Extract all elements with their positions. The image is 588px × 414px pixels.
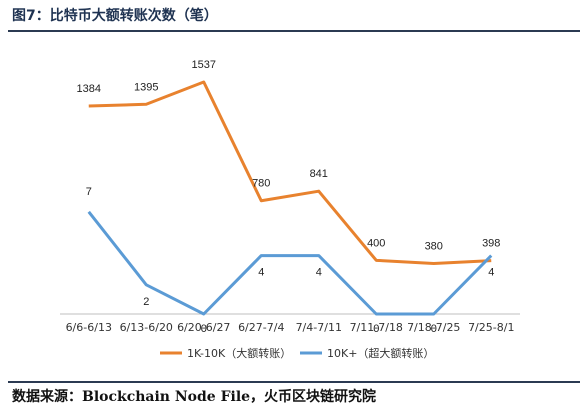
data-label: 398 — [482, 238, 500, 250]
data-label: 1537 — [192, 59, 216, 71]
data-label: 0 — [431, 323, 437, 335]
data-label: 1384 — [77, 83, 101, 95]
x-tick-label: 7/25-8/1 — [468, 321, 514, 334]
data-label: 0 — [201, 323, 207, 335]
data-label: 841 — [310, 168, 328, 180]
data-label: 400 — [367, 237, 385, 249]
data-label: 780 — [252, 178, 270, 190]
data-label: 4 — [316, 267, 322, 279]
legend-label: 1K-10K（大额转账） — [187, 346, 291, 360]
data-label: 1395 — [134, 81, 158, 93]
x-tick-labels: 6/6-6/13 6/13-6/20 6/20-6/27 6/27-7/4 7/4-7/… — [66, 321, 515, 334]
data-label: 4 — [258, 267, 264, 279]
x-tick-label: 6/27-7/4 — [238, 321, 284, 334]
source-rule — [8, 381, 580, 383]
x-tick-label: 7/11-7/18 — [350, 321, 403, 334]
series-line-1k-10k — [88, 80, 492, 265]
data-label: 2 — [143, 296, 149, 308]
title-rule — [8, 30, 580, 32]
figure-title: 图7：比特币大额转账次数（笔） — [12, 8, 218, 24]
x-tick-label: 7/18-7/25 — [407, 321, 460, 334]
series-1k-10k: 1384 1395 1537 780 841 400 380 398 — [77, 59, 500, 265]
data-label: 7 — [86, 186, 92, 198]
data-label: 0 — [373, 323, 379, 335]
source-note: 数据来源：Blockchain Node File，火币区块链研究院 — [12, 389, 377, 405]
data-label: 380 — [425, 240, 443, 252]
x-tick-label: 6/6-6/13 — [66, 321, 112, 334]
x-tick-label: 6/13-6/20 — [120, 321, 173, 334]
x-tick-label: 7/4-7/11 — [296, 321, 342, 334]
x-tick-label: 6/20-6/27 — [177, 321, 230, 334]
legend-label: 10K+（超大额转账） — [327, 346, 434, 360]
data-label: 4 — [488, 267, 494, 279]
legend: 1K-10K（大额转账） 10K+（超大额转账） — [160, 346, 434, 360]
series-line-10k-plus — [87, 210, 493, 316]
